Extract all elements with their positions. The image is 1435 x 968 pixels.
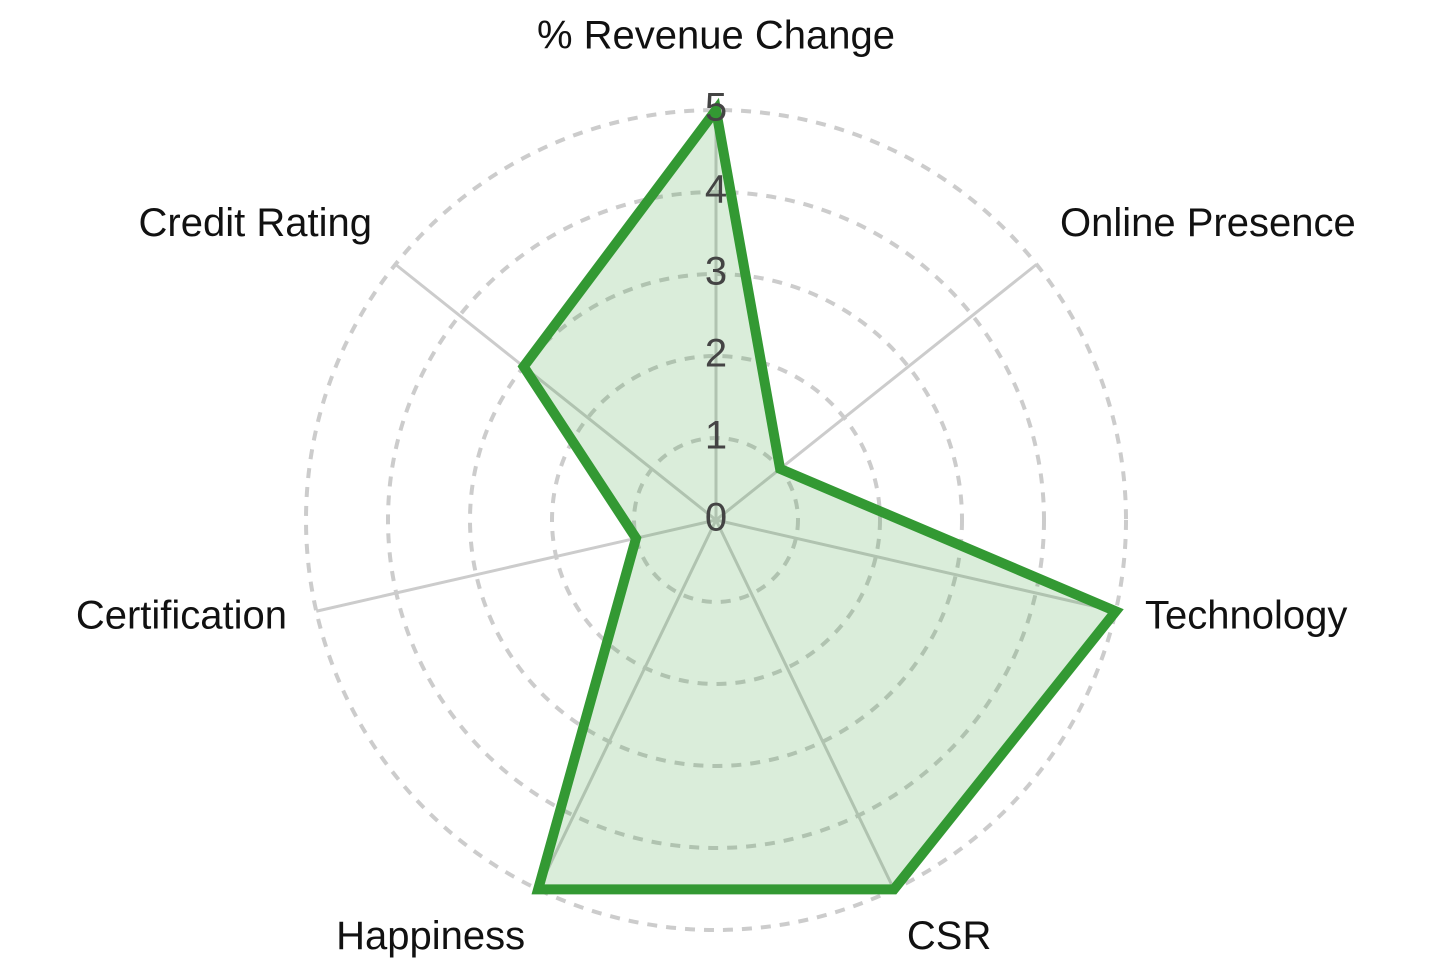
grid-circle <box>304 108 1128 932</box>
axis-spoke <box>394 263 717 522</box>
category-label: Happiness <box>336 914 525 958</box>
category-label: Technology <box>1145 593 1347 637</box>
tick-label: 1 <box>705 414 727 458</box>
axis-spoke <box>536 519 718 891</box>
category-label: Credit Rating <box>139 201 372 245</box>
grid-circle <box>550 354 882 686</box>
tick-label: 5 <box>705 86 727 130</box>
tick-label: 0 <box>705 496 727 540</box>
radar-area <box>517 97 1124 895</box>
category-label: % Revenue Change <box>537 14 895 58</box>
tick-label: 2 <box>705 332 727 376</box>
category-label: Certification <box>76 593 287 637</box>
tick-label: 4 <box>705 168 727 212</box>
grid-circle <box>468 272 964 768</box>
axis-spoke <box>715 263 1038 522</box>
category-label: Online Presence <box>1060 201 1356 245</box>
axis-spoke <box>714 519 896 891</box>
category-label: CSR <box>907 914 991 958</box>
axis-spoke <box>315 518 717 613</box>
tick-label: 3 <box>705 250 727 294</box>
axis-spoke <box>715 518 1117 613</box>
